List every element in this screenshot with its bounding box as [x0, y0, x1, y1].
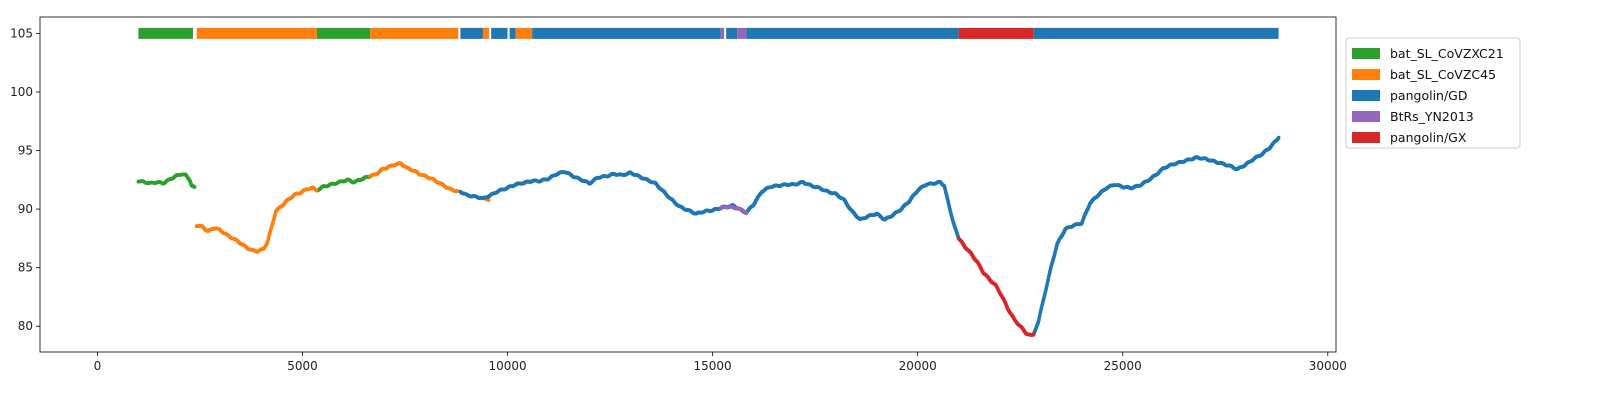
segment-bar-9 [532, 27, 721, 39]
data-point [486, 198, 491, 203]
segment-bar-2 [316, 27, 371, 39]
x-tick-label: 25000 [1104, 359, 1142, 373]
legend-swatch [1352, 69, 1380, 80]
x-tick-label: 20000 [899, 359, 937, 373]
y-tick-label: 95 [18, 144, 33, 158]
series-btrs-yn2013 [718, 204, 749, 215]
segment-bar-6 [491, 27, 508, 39]
series-bat-sl-covzxc21 [136, 172, 373, 193]
segment-bar-0 [138, 27, 193, 39]
segment-bar-7 [509, 27, 516, 39]
segment-bar-4 [460, 27, 483, 39]
segment-bar-14 [958, 27, 1034, 39]
plot-area [136, 27, 1281, 337]
segment-bar-11 [726, 27, 738, 39]
series-bat-sl-covzc45 [194, 161, 535, 254]
data-point [1031, 332, 1036, 337]
series-pangolin-gx [956, 236, 1036, 337]
data-point [1276, 135, 1281, 140]
series-pangolin-gd [458, 135, 1281, 336]
y-tick-label: 100 [10, 85, 33, 99]
y-tick-label: 85 [18, 261, 33, 275]
x-tick-label: 15000 [694, 359, 732, 373]
x-tick-label: 30000 [1309, 359, 1347, 373]
y-tick-label: 90 [18, 202, 33, 216]
x-tick-label: 0 [94, 359, 102, 373]
legend-swatch [1352, 90, 1380, 101]
legend-label: BtRs_YN2013 [1390, 109, 1474, 124]
legend-swatch [1352, 111, 1380, 122]
segment-bar-1 [196, 27, 317, 39]
legend: bat_SL_CoVZXC21 bat_SL_CoVZC45 pangolin/GD… [1345, 37, 1521, 149]
segment-bar-13 [746, 27, 959, 39]
legend-swatch [1352, 132, 1380, 143]
data-point [314, 188, 319, 193]
segment-bar-15 [1033, 27, 1279, 39]
legend-label: bat_SL_CoVZXC21 [1390, 46, 1504, 61]
plot-frame [39, 16, 1337, 353]
segment-bar-3 [370, 27, 459, 39]
y-tick-label: 80 [18, 319, 33, 333]
data-point [744, 210, 749, 215]
x-tick-label: 5000 [287, 359, 318, 373]
legend-swatch [1352, 48, 1380, 59]
segment-bar-5 [482, 27, 490, 39]
segment-bar-8 [515, 27, 533, 39]
legend-box [1345, 37, 1521, 149]
legend-label: pangolin/GX [1390, 130, 1467, 145]
axes: 0 5000 10000 15000 20000 25000 30000 80 85 90 95 10… [10, 16, 1347, 373]
segment-bar-10 [720, 27, 725, 39]
y-tick-label: 105 [10, 26, 33, 40]
x-tick-label: 10000 [488, 359, 526, 373]
legend-label: bat_SL_CoVZC45 [1390, 67, 1496, 82]
segment-bar-12 [737, 27, 747, 39]
legend-label: pangolin/GD [1390, 88, 1468, 103]
data-point [192, 185, 197, 189]
